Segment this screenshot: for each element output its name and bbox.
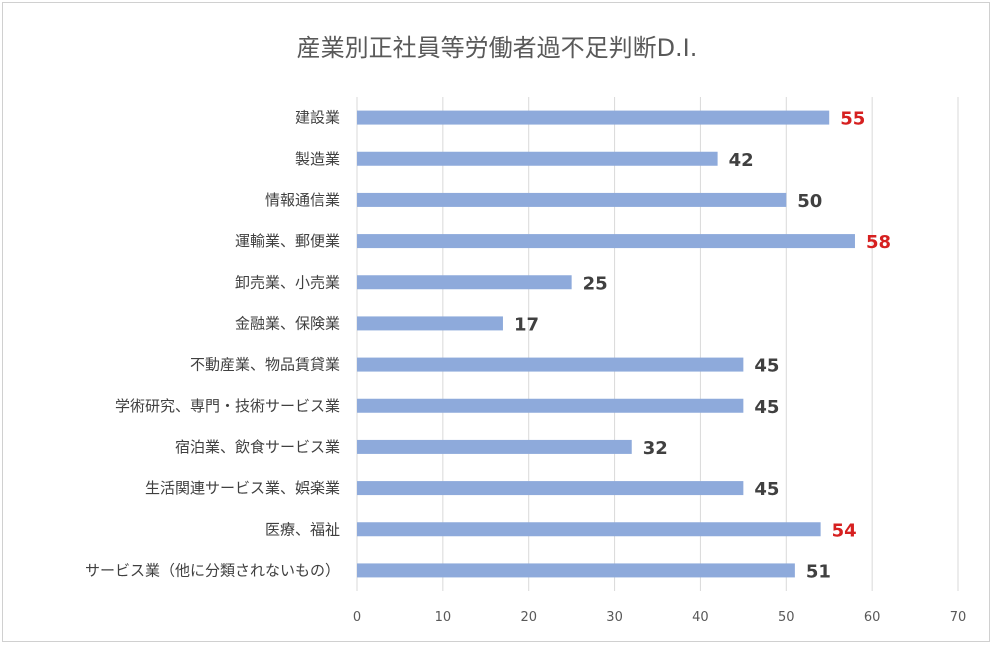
bar: [357, 151, 718, 166]
bar: [357, 398, 744, 413]
data-label: 42: [729, 150, 754, 171]
category-label: 金融業、保険業: [235, 314, 340, 332]
category-label: 宿泊業、飲食サービス業: [175, 438, 340, 456]
x-tick-label: 10: [435, 610, 452, 625]
category-label: 製造業: [295, 150, 340, 168]
category-label: 生活関連サービス業、娯楽業: [145, 479, 340, 497]
category-label: 建設業: [295, 109, 340, 127]
chart-title: 産業別正社員等労働者過不足判断D.I.: [297, 34, 698, 62]
bar: [357, 110, 830, 125]
bar: [357, 439, 632, 454]
category-labels: 建設業製造業情報通信業運輸業、郵便業卸売業、小売業金融業、保険業不動産業、物品賃…: [85, 109, 340, 580]
bar: [357, 275, 572, 290]
data-label: 51: [806, 561, 831, 582]
bar: [357, 522, 821, 537]
data-label: 45: [754, 397, 779, 418]
x-tick-label: 50: [778, 610, 795, 625]
bar: [357, 234, 855, 249]
data-label: 54: [832, 520, 857, 541]
data-label: 45: [754, 356, 779, 377]
data-label: 25: [583, 273, 608, 294]
data-label: 55: [840, 109, 865, 130]
x-axis-ticks: 0 10 20 30 40 50 60 70: [353, 610, 966, 625]
x-tick-label: 60: [864, 610, 881, 625]
bar: [357, 481, 744, 496]
data-label: 32: [643, 438, 668, 459]
bars: [357, 110, 855, 578]
data-label: 58: [866, 232, 891, 253]
bar: [357, 316, 503, 331]
data-label: 45: [754, 479, 779, 500]
category-label: 運輸業、郵便業: [235, 232, 340, 250]
bar: [357, 563, 795, 578]
bar: [357, 192, 787, 207]
grid-lines: [356, 97, 959, 591]
category-label: 学術研究、専門・技術サービス業: [115, 397, 340, 415]
data-label: 17: [514, 314, 539, 335]
category-label: 情報通信業: [265, 191, 340, 209]
category-label: 不動産業、物品賃貸業: [190, 356, 340, 374]
x-tick-label: 70: [950, 610, 967, 625]
bar: [357, 357, 744, 372]
category-label: サービス業（他に分類されないもの）: [85, 561, 340, 579]
data-label: 50: [797, 191, 822, 212]
x-tick-label: 20: [520, 610, 537, 625]
x-tick-label: 0: [353, 610, 361, 625]
x-tick-label: 40: [692, 610, 709, 625]
category-label: 卸売業、小売業: [235, 273, 340, 291]
category-label: 医療、福祉: [265, 520, 340, 538]
x-tick-label: 30: [606, 610, 623, 625]
